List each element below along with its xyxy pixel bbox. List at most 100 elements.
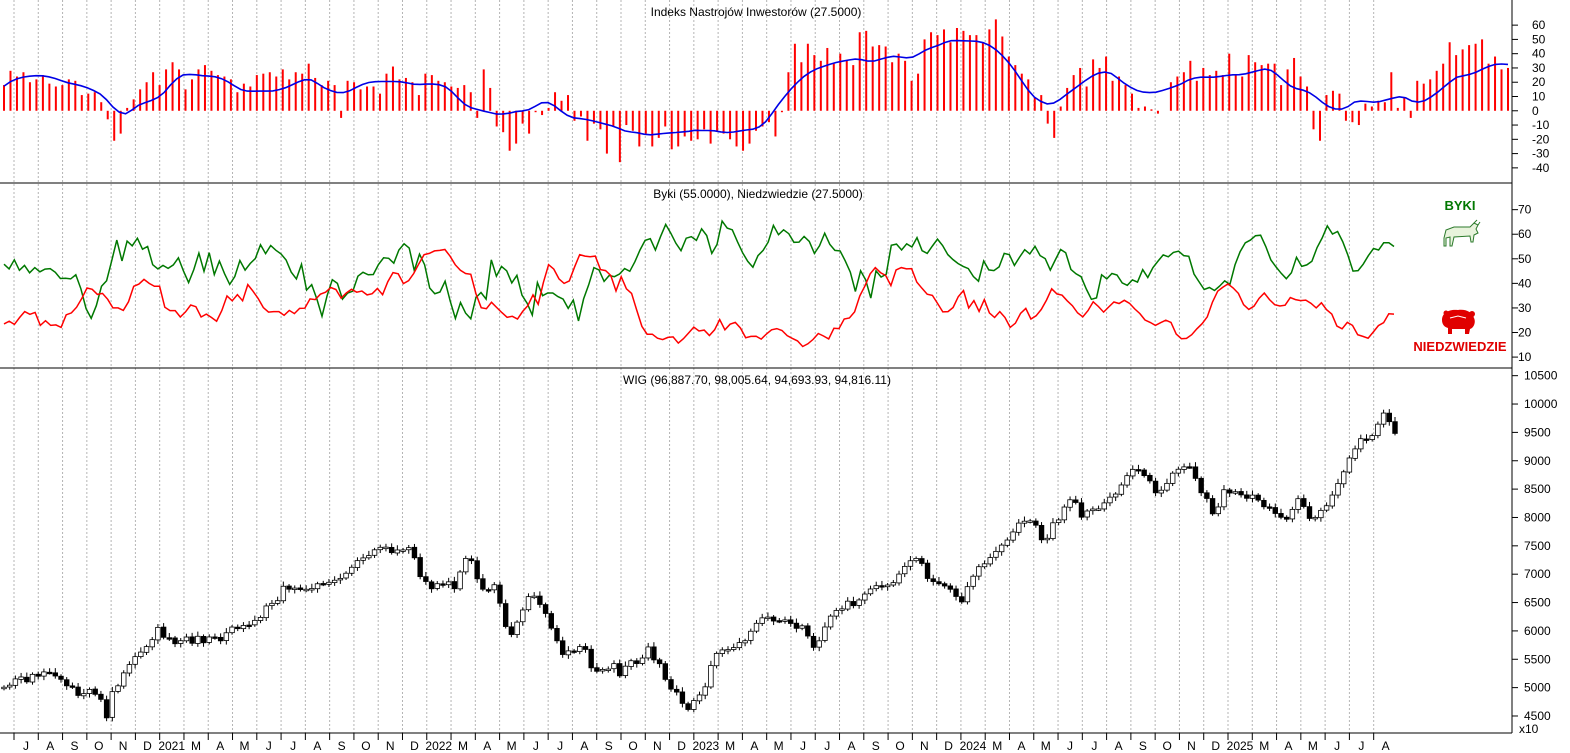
candle-body-up — [839, 608, 845, 611]
candle-body-up — [1027, 520, 1033, 523]
candle-body-up — [86, 688, 93, 694]
candle-body-down — [770, 616, 777, 622]
candle-body-up — [206, 636, 212, 643]
candle-body-down — [1244, 494, 1250, 499]
candle-body-down — [388, 547, 395, 554]
candle-body-up — [1016, 522, 1022, 533]
candle-body-down — [502, 603, 509, 627]
y-tick-label: 8500 — [1524, 482, 1551, 496]
x-tick-label: J — [533, 739, 539, 753]
x-tick-label: A — [216, 739, 224, 753]
candle-body-down — [537, 595, 543, 605]
candle-body-down — [485, 589, 492, 592]
x-tick-label: A — [313, 739, 321, 753]
candle-body-up — [731, 647, 737, 650]
candle-body-down — [1135, 469, 1142, 472]
candle-body-up — [1169, 472, 1176, 484]
y-tick-label: 10500 — [1524, 369, 1558, 383]
candle-body-up — [1318, 509, 1324, 519]
candle-body-down — [189, 636, 195, 644]
candle-body-up — [229, 626, 235, 634]
candle-body-up — [867, 588, 874, 595]
bears-series-line — [3, 248, 1395, 348]
candle-body-up — [742, 640, 748, 644]
candle-body-up — [1221, 489, 1227, 508]
candle-body-up — [343, 572, 349, 579]
wig-y-axis: 10500 10000 9500 9000 8500 8000 7500 7000 6500 60… — [1512, 369, 1558, 723]
candle-body-down — [936, 581, 942, 585]
candle-body-down — [651, 646, 657, 661]
x-tick-label: O — [628, 739, 637, 753]
candle-body-up — [1095, 508, 1102, 511]
candle-body-down — [1238, 491, 1244, 496]
y-tick-label: 70 — [1518, 203, 1532, 217]
candle-body-down — [1255, 494, 1261, 501]
candle-body-up — [1118, 484, 1125, 495]
candle-body-down — [468, 558, 475, 562]
candle-body-up — [976, 566, 982, 577]
candle-body-up — [639, 657, 646, 664]
candle-body-up — [1295, 498, 1301, 510]
candle-body-down — [24, 676, 30, 683]
x-tick-label: A — [483, 739, 491, 753]
candle-body-up — [1050, 522, 1056, 539]
x-tick-label: 2024 — [960, 739, 987, 753]
y-tick-label: 20 — [1518, 326, 1532, 340]
candle-body-down — [411, 546, 418, 559]
x-tick-label: N — [1187, 739, 1196, 753]
y-tick-label: 0 — [1532, 104, 1539, 118]
candle-body-down — [1209, 498, 1216, 515]
candle-body-up — [183, 636, 190, 642]
candle-body-down — [75, 686, 81, 696]
x-tick-label: J — [266, 739, 272, 753]
candle-body-up — [514, 621, 520, 635]
candle-body-down — [508, 626, 515, 635]
candle-body-up — [292, 587, 298, 590]
candle-body-down — [685, 703, 691, 710]
candle-body-down — [46, 671, 53, 675]
candle-body-up — [970, 575, 976, 587]
candle-body-down — [1392, 421, 1398, 434]
wig-title: WIG (96,887.70, 98,005.64, 94,693.93, 94… — [623, 373, 891, 387]
candle-body-down — [1078, 502, 1085, 518]
bears-legend-label: NIEDZWIEDZIE — [1413, 339, 1506, 354]
candle-body-up — [280, 585, 287, 602]
candle-body-up — [964, 586, 971, 603]
x-tick-label: 2025 — [1227, 739, 1254, 753]
candle-body-up — [645, 646, 651, 659]
x-tick-label: J — [557, 739, 563, 753]
candle-body-down — [92, 688, 98, 695]
x-tick-label: M — [774, 739, 784, 753]
candle-body-up — [816, 640, 822, 648]
candle-body-up — [628, 660, 634, 667]
x-tick-label: D — [944, 739, 953, 753]
candle-body-up — [890, 582, 897, 586]
bulls-bears-y-axis: 70 60 50 40 30 20 10 — [1512, 203, 1532, 364]
candle-body-down — [1152, 480, 1159, 494]
candle-body-up — [434, 583, 440, 589]
candle-body-down — [879, 585, 885, 588]
x-tick-label: D — [143, 739, 152, 753]
x-tick-label: A — [1017, 739, 1025, 753]
candle-body-down — [930, 578, 936, 582]
candle-body-up — [822, 626, 828, 641]
y-tick-label: 7500 — [1524, 539, 1551, 553]
candle-body-up — [354, 560, 361, 568]
candle-body-down — [1038, 525, 1045, 541]
candle-body-up — [799, 625, 805, 629]
bear-icon — [1442, 309, 1475, 334]
candle-body-up — [7, 684, 13, 688]
candle-body-up — [269, 602, 275, 607]
x-tick-label: A — [1285, 739, 1293, 753]
candle-body-up — [696, 694, 703, 702]
candle-body-down — [1187, 466, 1193, 469]
candle-body-down — [588, 648, 594, 669]
candle-body-up — [195, 635, 201, 644]
x-tick-label: S — [605, 739, 613, 753]
candle-body-down — [776, 620, 783, 623]
candle-body-down — [58, 675, 64, 680]
candle-body-up — [565, 650, 572, 656]
x-tick-label: J — [800, 739, 806, 753]
y-tick-label: 6500 — [1524, 596, 1551, 610]
